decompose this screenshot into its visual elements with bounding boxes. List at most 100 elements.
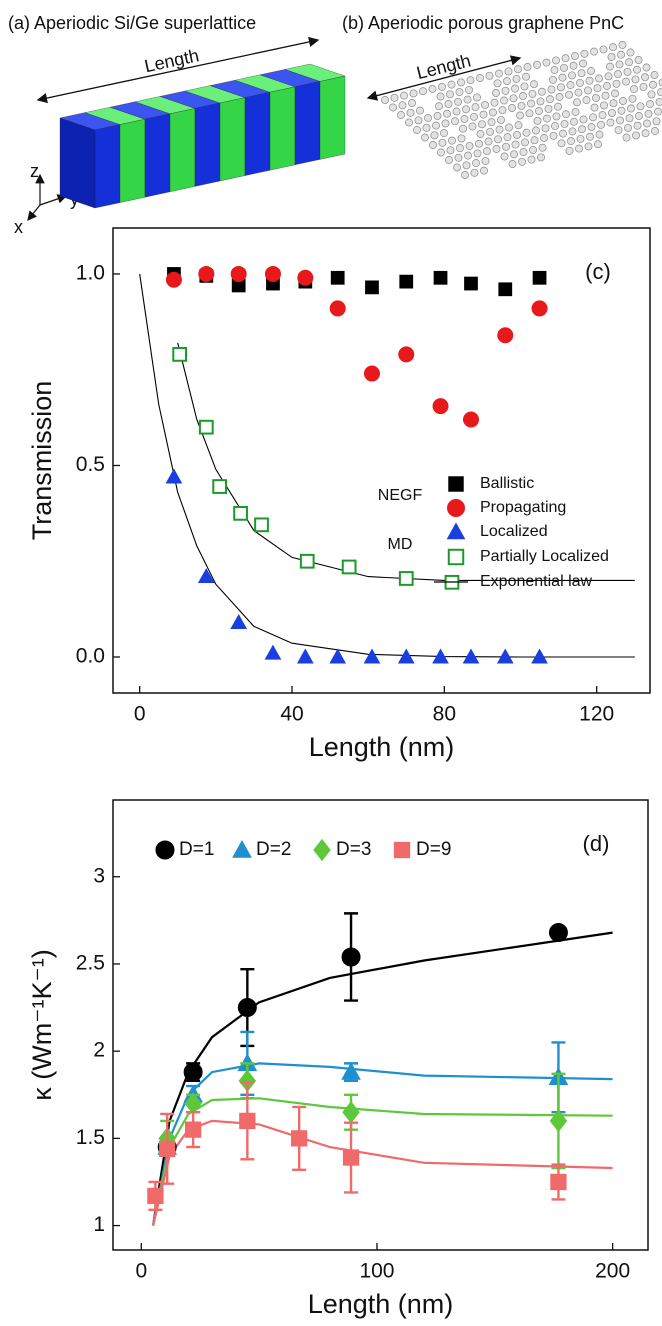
beam-front (194, 102, 221, 187)
atom (523, 63, 532, 71)
panel-label: (d) (583, 831, 610, 856)
atom (603, 82, 611, 90)
atom (568, 127, 577, 136)
atom (495, 69, 503, 78)
atom (616, 116, 624, 125)
legend-marker (447, 548, 465, 566)
y-tick-label: 3 (93, 864, 105, 887)
atom (459, 124, 467, 133)
x-tick-label: 120 (579, 703, 614, 726)
plot-frame (112, 799, 649, 1251)
atom (481, 100, 489, 109)
atom (457, 134, 466, 143)
y-tick-label: 0.0 (76, 645, 105, 668)
data-point (398, 346, 415, 363)
atom (525, 109, 534, 118)
data-point (237, 998, 257, 1018)
beam-front (319, 75, 346, 160)
legend-group: NEGF (378, 487, 423, 504)
atom (433, 111, 442, 120)
atom (632, 131, 640, 140)
atom (447, 80, 456, 89)
atom (529, 145, 537, 154)
beam-end (59, 117, 96, 209)
atom (576, 134, 585, 143)
atom (618, 41, 627, 49)
legend-label: Ballistic (480, 475, 534, 492)
atom (562, 110, 570, 119)
atom (625, 114, 634, 123)
atom (624, 123, 632, 132)
atom (487, 118, 496, 127)
atom (514, 65, 522, 74)
atom (462, 161, 471, 170)
atom (486, 127, 494, 136)
atom (513, 130, 521, 139)
atom (446, 146, 455, 155)
data-point (463, 411, 479, 428)
atom (422, 123, 431, 132)
atom (622, 77, 630, 86)
atom (649, 80, 657, 89)
legend-label: D=1 (179, 839, 214, 860)
atom (505, 123, 513, 132)
legend-marker (155, 840, 175, 860)
atom (554, 102, 562, 111)
atom (440, 129, 448, 138)
atom (483, 147, 491, 156)
atom (435, 102, 443, 111)
atom (456, 144, 464, 153)
atom (532, 126, 540, 135)
atom (522, 72, 530, 81)
atom (566, 81, 575, 90)
data-point (230, 613, 248, 630)
atom (582, 96, 591, 105)
data-point (264, 644, 282, 660)
x-tick-label: 100 (359, 1260, 394, 1283)
atom (489, 108, 497, 117)
x-tick-label: 40 (280, 703, 303, 726)
atom (577, 69, 586, 78)
atom (465, 85, 473, 94)
atom (547, 85, 556, 94)
atom (589, 113, 597, 122)
atom (468, 122, 477, 131)
atom (550, 66, 559, 75)
data-point (330, 270, 345, 285)
atom (501, 86, 510, 95)
x-tick-label: 80 (433, 703, 456, 726)
atom (607, 52, 616, 61)
data-point (198, 419, 214, 435)
atom (470, 168, 479, 177)
axis-x (27, 204, 41, 221)
atom (470, 112, 478, 121)
length-arrow (36, 36, 320, 104)
beam-front (94, 124, 121, 209)
atom (623, 67, 632, 76)
atom (646, 100, 654, 109)
atom (405, 118, 413, 127)
atom (654, 107, 662, 116)
data-point (498, 282, 513, 297)
atom (597, 120, 605, 129)
atom (609, 99, 618, 108)
atom (579, 115, 588, 124)
data-point (341, 947, 361, 967)
atom (389, 103, 397, 112)
atom (430, 131, 439, 140)
atom (406, 108, 415, 117)
data-point (497, 327, 514, 344)
atom (658, 78, 662, 87)
atom (546, 95, 554, 104)
atom (643, 119, 651, 128)
data-point (550, 1173, 567, 1191)
atom (390, 93, 399, 102)
x-tick-label: 200 (595, 1260, 630, 1283)
atom (512, 74, 521, 83)
atom (568, 71, 576, 80)
atom (549, 75, 557, 84)
atom (457, 78, 465, 87)
atom (527, 155, 536, 164)
beam-front (219, 97, 246, 182)
atom (522, 128, 531, 137)
